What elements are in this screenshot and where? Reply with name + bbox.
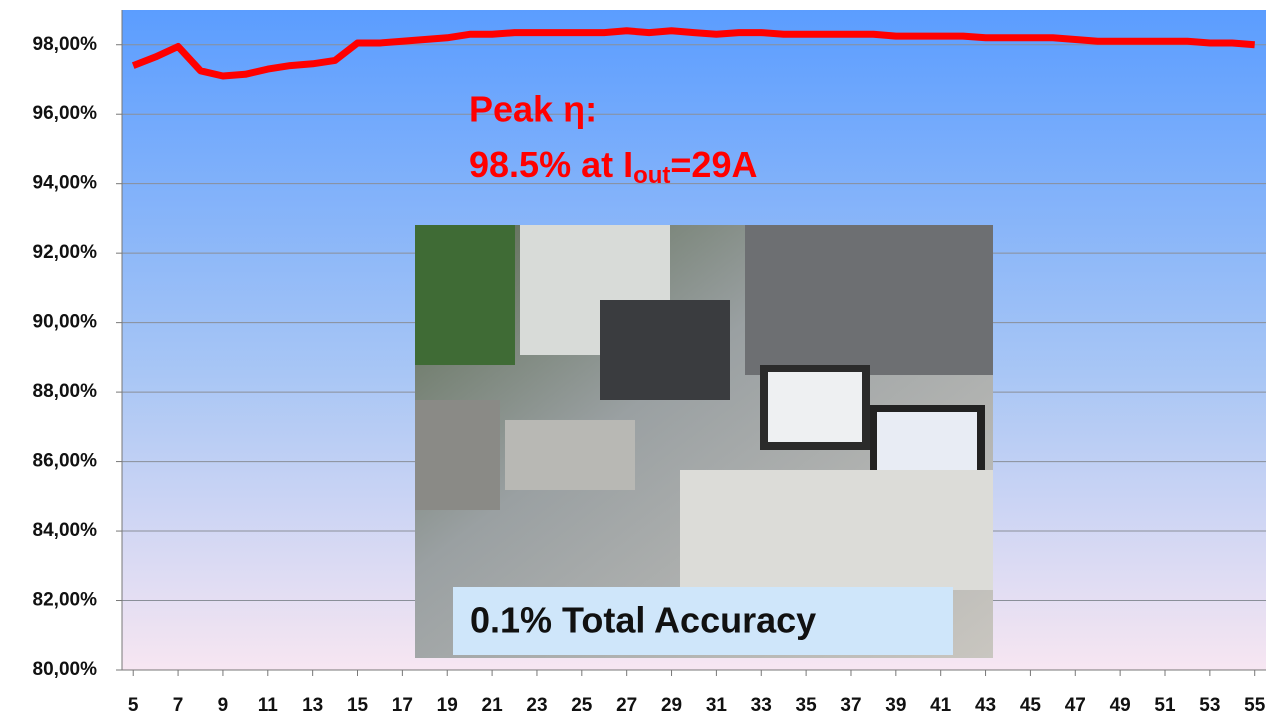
annotation: 98.5% at Iout=29A xyxy=(469,144,757,190)
series-line xyxy=(131,27,1255,80)
x-tick-label: 27 xyxy=(616,695,637,716)
x-tick-label: 15 xyxy=(347,695,369,716)
lines xyxy=(131,27,1255,80)
photo-caption: 0.1% Total Accuracy xyxy=(470,600,816,641)
y-tick-label: 88,00% xyxy=(33,381,98,402)
x-tick-label: 39 xyxy=(885,695,906,716)
annotation: Peak η: xyxy=(469,89,597,130)
annotation: 98.5% at I xyxy=(469,144,633,185)
x-tick-label: 7 xyxy=(173,695,184,716)
y-tick-label: 98,00% xyxy=(33,34,98,55)
x-tick-label: 19 xyxy=(437,695,458,716)
x-tick-label: 31 xyxy=(706,695,728,716)
y-tick-label: 90,00% xyxy=(33,312,98,333)
x-tick-label: 25 xyxy=(571,695,593,716)
x-tick-label: 33 xyxy=(751,695,772,716)
x-tick-label: 29 xyxy=(661,695,682,716)
x-tick-label: 17 xyxy=(392,695,413,716)
x-tick-label: 23 xyxy=(526,695,547,716)
x-tick-label: 13 xyxy=(302,695,323,716)
y-tick-label: 80,00% xyxy=(33,659,98,680)
y-tick-label: 86,00% xyxy=(33,451,98,472)
x-tick-label: 47 xyxy=(1065,695,1086,716)
x-tick-label: 53 xyxy=(1199,695,1220,716)
annotation-subscript: out xyxy=(633,162,670,189)
x-tick-label: 21 xyxy=(482,695,504,716)
x-tick-label: 5 xyxy=(128,695,139,716)
x-tick-label: 51 xyxy=(1154,695,1176,716)
y-tick-label: 82,00% xyxy=(33,590,98,611)
x-tick-label: 9 xyxy=(218,695,229,716)
x-tick-label: 49 xyxy=(1110,695,1131,716)
y-tick-label: 92,00% xyxy=(33,242,98,263)
x-tick-label: 43 xyxy=(975,695,996,716)
x-tick-label: 11 xyxy=(258,695,279,716)
y-tick-label: 96,00% xyxy=(33,103,98,124)
x-tick-label: 35 xyxy=(796,695,818,716)
x-tick-label: 37 xyxy=(840,695,861,716)
x-tick-label: 41 xyxy=(930,695,952,716)
photo xyxy=(415,225,993,658)
x-tick-label: 55 xyxy=(1244,695,1266,716)
axes: 80,00% 82,00% 84,00% 86,00% 88,00% 90,00% 92,0… xyxy=(33,10,1266,716)
y-tick-label: 94,00% xyxy=(33,173,98,194)
x-tick-label: 45 xyxy=(1020,695,1042,716)
y-tick-label: 84,00% xyxy=(33,520,98,541)
caption-box xyxy=(453,587,953,655)
annotation: =29A xyxy=(670,144,757,185)
